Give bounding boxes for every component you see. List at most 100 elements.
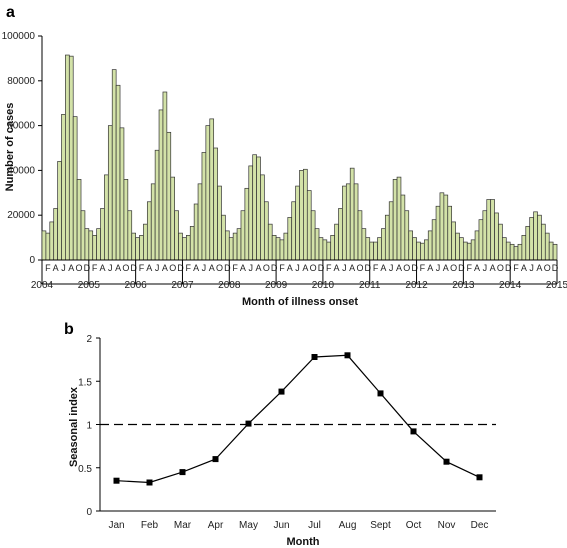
panel-a-month-tick-label: O [544,263,551,273]
panel-a-bar [439,192,445,261]
panel-a-bar [283,232,289,261]
panel-a-bar [68,55,74,261]
panel-a-month-tick-label: F [420,263,426,273]
panel-b-y-tick-label: 0 [86,507,92,518]
panel-a-month-tick-label: A [146,263,152,273]
panel-a-bar [186,235,191,261]
panel-a-bar [345,183,351,261]
panel-a-bar [287,217,293,261]
panel-a-bar [431,219,437,261]
panel-a-bar [193,203,199,261]
panel-a-bar [342,185,347,261]
panel-a-month-tick-label: A [99,263,105,273]
panel-a-bar [318,237,324,261]
panel-a-month-tick-label: D [84,263,91,273]
panel-b-marker [212,456,219,463]
panel-b-marker [146,479,153,486]
panel-b-axes: 0 0.5 1 1.5 2 Jan Feb Mar Apr May Jun Jul Aug Sept Oct… [78,334,496,531]
panel-a-bar [295,185,300,261]
panel-a-bar [369,241,374,261]
panel-a-bar [158,109,164,261]
panel-a-bar [92,235,97,261]
panel-a-bar [525,226,531,261]
panel-a-year-label: 2014 [499,280,522,291]
panel-a-y-tick-label: 40000 [7,165,35,176]
panel-a-bar [474,230,480,261]
panel-a-month-tick-label: A [256,263,262,273]
panel-b-x-tick-label: Sept [370,520,391,531]
panel-a-month-tick-label: J [342,263,347,273]
panel-b-label: b [64,321,74,338]
panel-a-bar [150,183,156,261]
panel-b-y-tick-label: 1.5 [78,377,92,388]
panel-a-bar [424,239,429,261]
panel-b-x-tick-label: Aug [339,520,357,531]
panel-a-month-tick-label: J [202,263,207,273]
panel-a-bar [232,232,238,261]
panel-a-month-tick-label: F [466,263,472,273]
panel-b-x-tick-label: Mar [174,520,192,531]
panel-a-bar [357,210,363,261]
panel-a-bar [166,131,172,261]
panel-a-bar [451,221,456,261]
panel-a-bar [384,214,390,261]
panel-a-bar [466,242,472,261]
panel-a-month-tick-label: A [240,263,246,273]
panel-b-marker [278,388,285,395]
panel-a-month-tick-label: F [232,263,238,273]
panel-a-month-tick-label: A [193,263,199,273]
panel-a-bar [111,69,117,261]
panel-a-month-tick-label: D [505,263,512,273]
panel-a-month-tick-label: J [248,263,253,273]
panel-a-bar [330,235,335,261]
panel-a-month-tick-label: J [436,263,441,273]
panel-a-month-tick-label: D [130,263,137,273]
panel-b-series [113,352,483,486]
panel-a-bar [529,217,534,261]
panel-a-bar [299,170,304,261]
panel-a-bar [205,125,211,261]
panel-a-bar [435,205,441,261]
panel-a-bar [373,241,378,261]
panel-a-month-tick-label: A [302,263,308,273]
panel-a-bar [96,228,101,261]
panel-a-ylabel: Number of cases [4,103,16,192]
panel-a-bar [115,84,121,261]
panel-a-month-tick-label: J [483,263,488,273]
panel-a-bar [552,243,558,261]
panel-a-month-tick-label: O [169,263,176,273]
panel-a-bar [361,228,367,261]
panel-a-bar [326,241,332,261]
panel-a-month-tick-label: F [373,263,379,273]
panel-a-bar [447,205,453,261]
panel-a-month-tick-label: D [411,263,418,273]
panel-a-bar [45,232,51,261]
panel-a-bar [381,228,386,261]
panel-a-bar [131,232,136,261]
panel-b-x-tick-label: Nov [438,520,456,531]
panel-a-bar [349,167,355,261]
panel-a-bar [544,232,550,261]
panel-a-bar [201,152,207,261]
panel-a-month-tick-label: O [497,263,504,273]
panel-a-bar [146,201,152,261]
panel-b-x-tick-label: Dec [471,520,489,531]
panel-a-year-label: 2013 [452,280,475,291]
panel-a-bar [189,226,195,261]
panel-a-bar [459,237,464,261]
panel-a-month-tick-label: D [224,263,231,273]
panel-a-bar [213,147,218,261]
panel-a-month-tick-label: D [177,263,184,273]
panel-a-bar [41,230,47,261]
panel-b-ylabel: Seasonal index [68,386,80,467]
panel-a-bar [365,237,371,261]
panel-a-bar [353,183,359,261]
panel-a-year-label: 2011 [359,280,381,291]
panel-a-bar [209,118,215,261]
panel-a-bar [478,219,484,261]
panel-a-month-tick-label: A [380,263,386,273]
panel-a-month-tick-label: A [209,263,215,273]
panel-a-year-label: 2008 [218,280,241,291]
panel-a-y-tick-label: 60000 [7,121,35,132]
